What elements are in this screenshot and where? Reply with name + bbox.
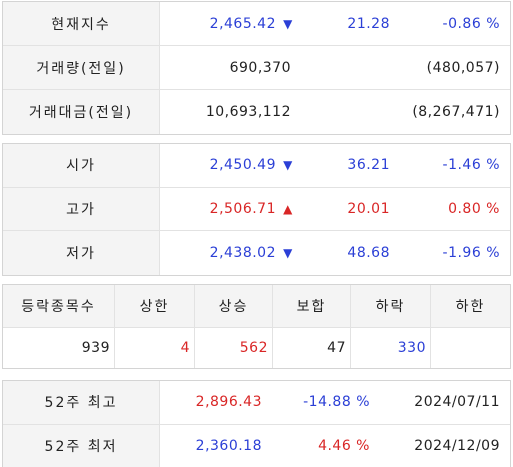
amount-value: 10,693,112 [205, 104, 291, 120]
breadth-lower-limit-value [431, 328, 510, 368]
amount-label: 거래대금(전일) [3, 90, 160, 134]
down-arrow-icon: ▼ [283, 158, 293, 173]
breadth-header-decline: 하락 [351, 285, 431, 327]
volume-row: 거래량(전일) 690,370 (480,057) [3, 46, 510, 90]
volume-label: 거래량(전일) [3, 46, 160, 89]
open-price-percent: -1.46 % [442, 157, 500, 174]
high-price-change: 20.01 [347, 200, 390, 217]
low-price-row: 저가 2,438.02 ▼ 48.68 -1.96 % [3, 231, 510, 275]
breadth-header-advance: 상승 [195, 285, 273, 327]
week52-high-label: 52주 최고 [3, 381, 160, 424]
current-index-row: 현재지수 2,465.42 ▼ 21.28 -0.86 % [3, 2, 510, 46]
index-summary-panel: 현재지수 2,465.42 ▼ 21.28 -0.86 % 거래량(전일) 69… [2, 1, 511, 135]
low-price-change: 48.68 [347, 244, 390, 261]
open-price-row: 시가 2,450.49 ▼ 36.21 -1.46 % [3, 144, 510, 188]
breadth-unchanged-value: 47 [273, 328, 351, 368]
market-breadth-panel: 등락종목수 상한 상승 보합 하락 하한 939 4 562 47 330 [2, 284, 511, 369]
week52-low-value: 2,360.18 [195, 438, 262, 455]
current-index-label: 현재지수 [3, 2, 160, 45]
week52-low-date: 2024/12/09 [414, 438, 500, 455]
high-price-percent: 0.80 % [448, 200, 500, 217]
breadth-header-row: 등락종목수 상한 상승 보합 하락 하한 [3, 285, 510, 328]
volume-value: 690,370 [229, 59, 291, 76]
down-arrow-icon: ▼ [283, 245, 293, 260]
week52-high-row: 52주 최고 2,896.43 -14.88 % 2024/07/11 [3, 381, 510, 425]
open-price-value: 2,450.49 [209, 157, 276, 174]
breadth-total-value: 939 [3, 328, 115, 368]
week52-high-percent: -14.88 % [303, 394, 370, 411]
amount-row: 거래대금(전일) 10,693,112 (8,267,471) [3, 90, 510, 134]
low-price-value: 2,438.02 [209, 244, 276, 261]
amount-prev-value: (8,267,471) [412, 104, 500, 120]
breadth-header-lower-limit: 하한 [455, 299, 486, 315]
price-range-panel: 시가 2,450.49 ▼ 36.21 -1.46 % 고가 2,506.71 … [2, 143, 511, 276]
current-index-value: 2,465.42 [209, 15, 276, 32]
week52-panel: 52주 최고 2,896.43 -14.88 % 2024/07/11 52주 … [2, 380, 511, 467]
high-price-value: 2,506.71 [209, 200, 276, 217]
week52-high-value: 2,896.43 [195, 394, 262, 411]
high-price-row: 고가 2,506.71 ▲ 20.01 0.80 % [3, 187, 510, 231]
open-price-label: 시가 [3, 144, 160, 187]
week52-low-label: 52주 최저 [3, 424, 160, 467]
high-price-label: 고가 [3, 187, 160, 230]
breadth-advance-value: 562 [195, 328, 273, 368]
up-arrow-icon: ▲ [283, 201, 293, 216]
week52-low-percent: 4.46 % [318, 438, 370, 455]
current-index-percent: -0.86 % [442, 15, 500, 32]
open-price-change: 36.21 [347, 157, 390, 174]
down-arrow-icon: ▼ [283, 16, 293, 31]
volume-prev-value: (480,057) [426, 59, 500, 76]
breadth-decline-value: 330 [351, 328, 431, 368]
low-price-percent: -1.96 % [442, 244, 500, 261]
current-index-change: 21.28 [347, 15, 390, 32]
breadth-values-row: 939 4 562 47 330 [3, 328, 510, 368]
breadth-header-total: 등락종목수 [3, 285, 115, 327]
week52-high-date: 2024/07/11 [414, 394, 500, 411]
breadth-upper-limit-value: 4 [115, 328, 195, 368]
low-price-label: 저가 [3, 231, 160, 275]
breadth-header-upper-limit: 상한 [115, 285, 195, 327]
week52-low-row: 52주 최저 2,360.18 4.46 % 2024/12/09 [3, 424, 510, 467]
breadth-header-unchanged: 보합 [273, 285, 351, 327]
